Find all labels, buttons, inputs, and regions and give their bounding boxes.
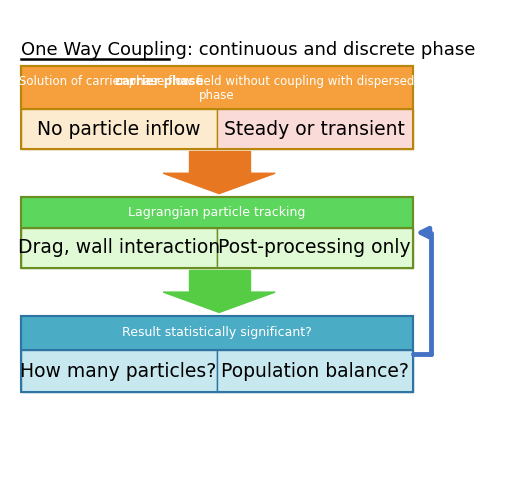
Polygon shape: [188, 151, 250, 173]
Text: phase: phase: [199, 89, 234, 102]
Bar: [21, 66, 413, 150]
Bar: [217, 350, 413, 392]
Bar: [21, 227, 217, 268]
Bar: [21, 66, 413, 109]
Polygon shape: [188, 270, 250, 292]
Text: No particle inflow: No particle inflow: [37, 120, 200, 138]
Text: How many particles?: How many particles?: [21, 362, 217, 380]
Text: One Way Coupling: continuous and discrete phase: One Way Coupling: continuous and discret…: [21, 41, 475, 59]
Bar: [21, 197, 413, 227]
Bar: [21, 316, 413, 392]
Bar: [21, 197, 413, 268]
Bar: [21, 109, 217, 150]
Text: Drag, wall interaction: Drag, wall interaction: [18, 239, 220, 257]
Bar: [217, 109, 413, 150]
Polygon shape: [163, 292, 275, 313]
Polygon shape: [163, 173, 275, 194]
Text: Result statistically significant?: Result statistically significant?: [122, 326, 312, 339]
Bar: [217, 227, 413, 268]
Text: Lagrangian particle tracking: Lagrangian particle tracking: [128, 206, 305, 219]
Text: Post-processing only: Post-processing only: [218, 239, 411, 257]
Text: Solution of carrier phase flow field without coupling with dispersed: Solution of carrier phase flow field wit…: [19, 75, 415, 88]
Bar: [21, 316, 413, 350]
Text: Population balance?: Population balance?: [221, 362, 408, 380]
Text: carrier phase: carrier phase: [115, 75, 203, 88]
Bar: [21, 350, 217, 392]
Text: Steady or transient: Steady or transient: [224, 120, 405, 138]
